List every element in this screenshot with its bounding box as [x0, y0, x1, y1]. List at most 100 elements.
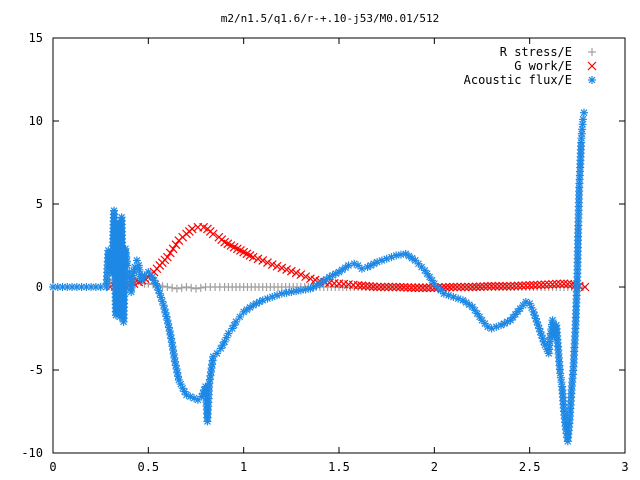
data-point	[162, 252, 172, 262]
data-point	[475, 282, 485, 292]
data-point	[479, 282, 489, 291]
data-point	[410, 283, 420, 293]
data-point	[414, 283, 424, 293]
data-point	[368, 282, 378, 292]
y-tick-label: -10	[21, 446, 43, 460]
data-point	[361, 281, 371, 291]
legend-marker	[587, 61, 597, 71]
data-point	[187, 224, 197, 234]
y-tick-label: 15	[29, 31, 43, 45]
data-point	[502, 281, 512, 291]
data-point	[282, 265, 291, 274]
data-point	[168, 244, 178, 254]
data-point	[296, 270, 306, 279]
data-point	[301, 272, 311, 282]
y-tick-label: 5	[36, 197, 43, 211]
data-point	[521, 281, 531, 290]
data-point	[452, 282, 462, 292]
data-point	[580, 108, 589, 117]
data-point	[248, 252, 258, 262]
data-point	[407, 283, 416, 293]
legend-marker	[588, 48, 596, 56]
data-point	[544, 280, 554, 289]
data-point	[513, 281, 523, 291]
data-point	[395, 282, 405, 292]
y-tick-label: 10	[29, 114, 43, 128]
plot-frame	[52, 37, 626, 454]
data-point	[171, 240, 181, 250]
data-point	[498, 281, 508, 291]
data-point	[532, 280, 542, 290]
data-point	[277, 263, 287, 273]
x-tick-label: 0	[49, 460, 56, 474]
data-point	[258, 256, 268, 265]
data-point	[525, 299, 534, 308]
x-tick-label: 2.5	[519, 460, 541, 474]
data-point	[187, 283, 196, 292]
data-point	[354, 261, 363, 270]
legend-label: G work/E	[514, 59, 572, 73]
data-point	[208, 229, 218, 239]
series-2	[49, 108, 589, 446]
data-point	[96, 283, 105, 291]
data-point	[509, 281, 519, 291]
axis-ticks: 0 0.5 1 1.5 2 2.5 3 -10 -5 0 5 10 15	[21, 31, 628, 474]
data-point	[580, 282, 590, 292]
data-point	[267, 260, 277, 270]
data-point	[235, 312, 244, 321]
data-point	[158, 282, 167, 291]
x-tick-label: 1	[240, 460, 247, 474]
data-point	[253, 254, 263, 264]
y-tick-label: -5	[29, 363, 43, 377]
data-point	[579, 115, 588, 124]
data-point	[286, 266, 296, 276]
data-point	[540, 280, 550, 290]
data-point	[163, 283, 172, 291]
data-point	[471, 282, 481, 292]
data-point	[372, 282, 382, 292]
data-point	[422, 283, 432, 293]
data-point	[468, 282, 477, 292]
data-point	[172, 284, 181, 293]
x-tick-label: 0.5	[137, 460, 159, 474]
data-point	[263, 258, 272, 267]
data-point	[551, 279, 561, 289]
x-tick-label: 2	[431, 460, 438, 474]
data-point	[123, 261, 132, 270]
data-point	[387, 282, 397, 292]
data-point	[483, 281, 493, 291]
data-point	[559, 279, 569, 289]
data-point	[357, 264, 366, 273]
data-point	[456, 282, 466, 292]
data-point	[291, 268, 301, 278]
data-point	[182, 283, 191, 291]
data-point	[506, 281, 516, 291]
data-point	[196, 283, 205, 292]
data-point	[376, 282, 386, 292]
data-point	[403, 283, 413, 292]
data-point	[399, 282, 409, 292]
data-point	[490, 281, 500, 291]
data-point	[365, 281, 374, 291]
data-point	[494, 281, 504, 291]
legend-label: R stress/E	[500, 45, 572, 59]
data-point	[448, 282, 458, 292]
legend-label: Acoustic flux/E	[464, 73, 572, 87]
data-point	[380, 282, 390, 292]
data-point	[418, 283, 428, 293]
data-marks	[49, 108, 590, 446]
data-point	[414, 259, 423, 268]
data-point	[165, 248, 175, 258]
data-point	[529, 280, 538, 290]
data-point	[384, 282, 393, 292]
chart-title: m2/n1.5/q1.6/r-+.10-j53/M0.01/512	[221, 12, 440, 25]
data-point	[548, 279, 557, 289]
data-point	[487, 281, 496, 291]
data-point	[563, 279, 573, 289]
data-point	[144, 268, 153, 277]
data-point	[224, 329, 233, 338]
data-point	[140, 271, 149, 280]
data-point	[391, 282, 401, 292]
